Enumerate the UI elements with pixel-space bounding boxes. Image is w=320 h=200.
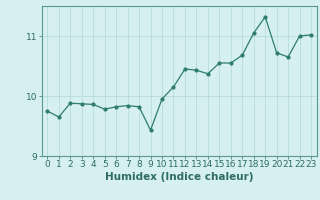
X-axis label: Humidex (Indice chaleur): Humidex (Indice chaleur) xyxy=(105,172,253,182)
